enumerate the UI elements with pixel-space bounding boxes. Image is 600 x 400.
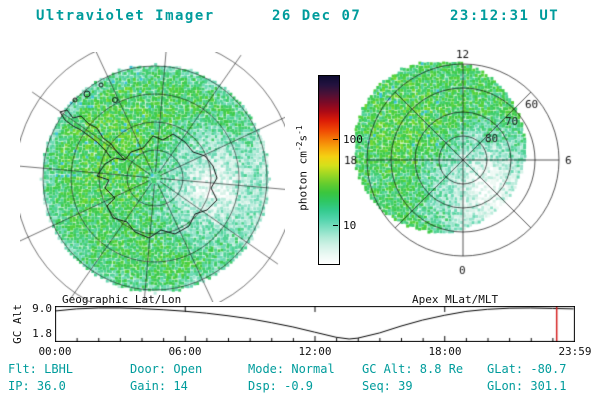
- geographic-plot-label: Geographic Lat/Lon: [62, 293, 182, 306]
- colorbar-tick-mark: [333, 139, 338, 140]
- strip-ytick-min: 1.8: [32, 327, 52, 340]
- colorbar-tick-mark: [333, 225, 338, 226]
- status-gain: Gain: 14: [130, 379, 188, 393]
- colorbar-tick-label-100: 100: [343, 133, 363, 146]
- gc-alt-axis-label: GC Alt: [11, 304, 24, 344]
- date-label: 26 Dec 07: [272, 8, 362, 24]
- time-label: 23:12:31 UT: [450, 8, 560, 24]
- app-title: Ultraviolet Imager: [36, 8, 215, 24]
- status-ip: IP: 36.0: [8, 379, 66, 393]
- geographic-map-canvas: [20, 52, 285, 302]
- time-tick-label: 18:00: [428, 345, 462, 358]
- status-gc-alt: GC Alt: 8.8 Re: [362, 362, 464, 376]
- status-mode: Mode: Normal: [248, 362, 335, 376]
- time-tick-label: 06:00: [168, 345, 202, 358]
- time-tick-label: 00:00: [38, 345, 72, 358]
- colorbar-unit-label: photon cm-2s-1: [295, 125, 310, 211]
- apex-plot-label: Apex MLat/MLT: [412, 293, 499, 306]
- strip-ytick-max: 9.0: [32, 302, 52, 315]
- status-door: Door: Open: [130, 362, 203, 376]
- apex-map-canvas: [338, 42, 588, 282]
- colorbar-tick-label-10: 10: [343, 219, 357, 232]
- orbit-altitude-strip-canvas: [55, 306, 575, 342]
- status-glon: GLon: 301.1: [487, 379, 567, 393]
- status-seq: Seq: 39: [362, 379, 413, 393]
- status-glat: GLat: -80.7: [487, 362, 567, 376]
- colorbar: [318, 75, 340, 265]
- time-tick-label: 12:00: [298, 345, 332, 358]
- status-dsp: Dsp: -0.9: [248, 379, 314, 393]
- time-tick-label: 23:59: [558, 345, 592, 358]
- status-flt: Flt: LBHL: [8, 362, 74, 376]
